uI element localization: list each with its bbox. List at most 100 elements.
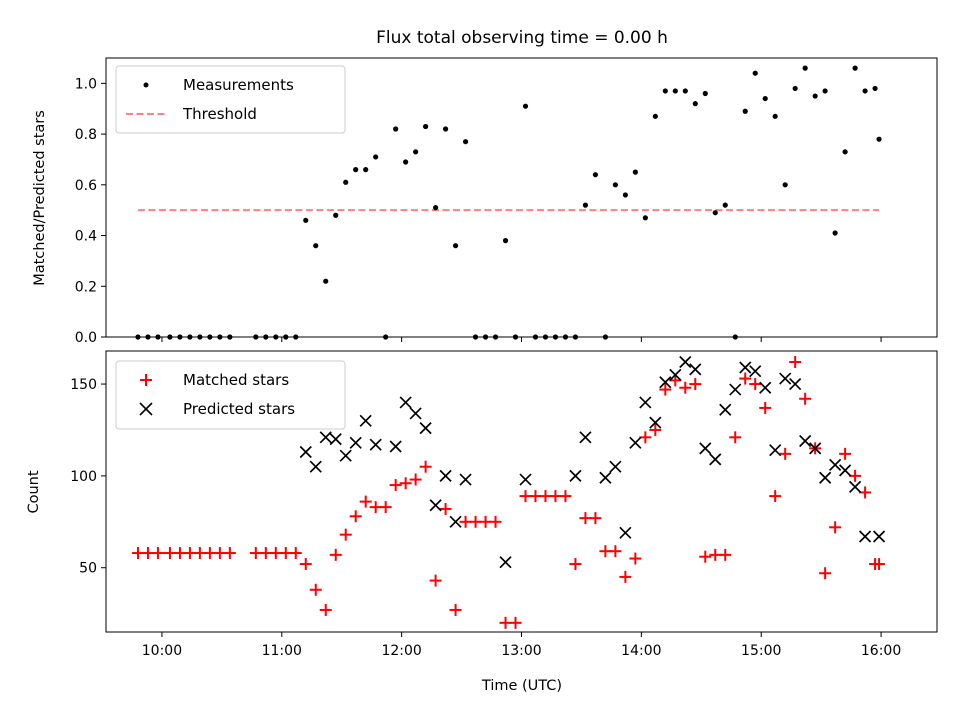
matched-star-point [739, 372, 752, 385]
measurement-point [423, 123, 429, 130]
measurement-point [333, 212, 339, 218]
predicted-star-point [389, 440, 402, 453]
top-y-tick-label: 1.0 [75, 76, 97, 92]
measurement-point [762, 95, 768, 102]
matched-star-point [719, 548, 732, 561]
measurement-point [772, 113, 778, 119]
predicted-star-point [319, 431, 332, 444]
measurement-point [433, 205, 439, 211]
measurement-point [582, 202, 589, 208]
measurement-point [413, 149, 419, 155]
measurement-point [802, 65, 808, 71]
bottom-y-tick-label: 100 [70, 469, 97, 485]
x-tick-label: 16:00 [861, 643, 901, 659]
matched-star-point [319, 603, 332, 616]
predicted-star-point [619, 526, 632, 539]
measurement-point [592, 172, 599, 178]
predicted-star-point [359, 414, 372, 427]
matched-star-point [389, 479, 402, 492]
matched-star-point [339, 528, 352, 541]
matched-star-point [669, 374, 682, 387]
x-axis-label: Time (UTC) [481, 678, 562, 694]
predicted-star-point [659, 376, 672, 389]
matched-star-point [819, 567, 832, 580]
measurement-point [452, 243, 459, 249]
predicted-star-point [789, 377, 802, 391]
measurement-point [403, 159, 409, 165]
top-legend-box [115, 65, 346, 134]
top-y-tick-label: 0.4 [75, 229, 97, 245]
matched-star-point [589, 512, 602, 525]
bottom-y-tick-label: 50 [79, 561, 97, 577]
measurement-point [742, 108, 748, 114]
top-y-tick-label: 0.6 [75, 178, 97, 194]
predicted-star-point [739, 361, 752, 374]
predicted-star-point [689, 363, 702, 376]
matched-star-point [749, 378, 762, 391]
measurement-point [353, 167, 359, 173]
legend-predicted-marker [139, 402, 153, 416]
matched-star-point [699, 550, 712, 563]
measurement-point [612, 182, 618, 188]
measurement-point [323, 278, 329, 284]
matched-star-point [419, 460, 432, 473]
predicted-star-point [872, 530, 886, 543]
measurement-point [442, 126, 449, 132]
measurement-point [876, 136, 882, 142]
predicted-star-point [729, 383, 742, 396]
matched-star-point [409, 473, 422, 486]
measurement-point [862, 88, 868, 94]
top-y-tick-label: 0.2 [75, 279, 97, 295]
measurement-point [822, 88, 828, 94]
measurement-point [373, 154, 379, 160]
chart-title: Flux total observing time = 0.00 h [376, 28, 668, 48]
predicted-star-point [419, 422, 432, 435]
matched-star-point [873, 558, 886, 571]
predicted-star-point [649, 416, 662, 429]
measurement-point [682, 88, 688, 94]
matched-star-point [799, 392, 812, 405]
legend-measurements-label: Measurements [183, 76, 294, 94]
measurement-point [852, 65, 858, 71]
matched-star-point [349, 510, 362, 523]
predicted-star-point [569, 469, 582, 482]
predicted-star-point [629, 436, 642, 449]
x-tick-label: 11:00 [262, 643, 302, 659]
measurement-point [812, 93, 818, 99]
legend-predicted-label: Predicted stars [183, 400, 295, 418]
predicted-star-point [499, 556, 512, 569]
predicted-star-point [799, 434, 812, 448]
measurement-point [632, 169, 638, 175]
top-legend: Measurements Threshold [115, 65, 346, 134]
matched-star-point [151, 547, 164, 560]
measurement-point [712, 210, 718, 216]
predicted-star-point [749, 365, 762, 378]
matched-star-point [649, 423, 662, 436]
x-tick-label: 15:00 [741, 643, 781, 659]
x-tick-label: 10:00 [142, 643, 182, 659]
measurement-point [343, 179, 349, 185]
matched-star-point [689, 378, 702, 391]
measurement-point [692, 101, 698, 107]
top-panel: Flux total observing time = 0.00 h Match… [32, 28, 938, 346]
measurement-point [462, 139, 469, 145]
matched-star-point [223, 547, 236, 560]
matched-star-point [639, 431, 652, 444]
predicted-star-point [439, 469, 452, 482]
measurement-point [522, 103, 529, 109]
predicted-star-point [519, 473, 532, 486]
bottom-panel: Count Time (UTC) 10:00 11:00 12:00 13:00 14:… [26, 350, 938, 694]
matched-star-point [849, 469, 862, 482]
predicted-star-point [409, 407, 422, 420]
x-tick-label: 14:00 [621, 643, 661, 659]
predicted-star-point [779, 372, 792, 385]
measurement-point [702, 90, 708, 97]
measurement-point [502, 238, 509, 244]
measurement-point [752, 70, 758, 76]
measurement-point [622, 192, 628, 198]
predicted-star-point [719, 403, 732, 416]
matched-star-point [729, 431, 742, 444]
predicted-star-point [699, 442, 712, 455]
predicted-star-point [848, 480, 862, 494]
